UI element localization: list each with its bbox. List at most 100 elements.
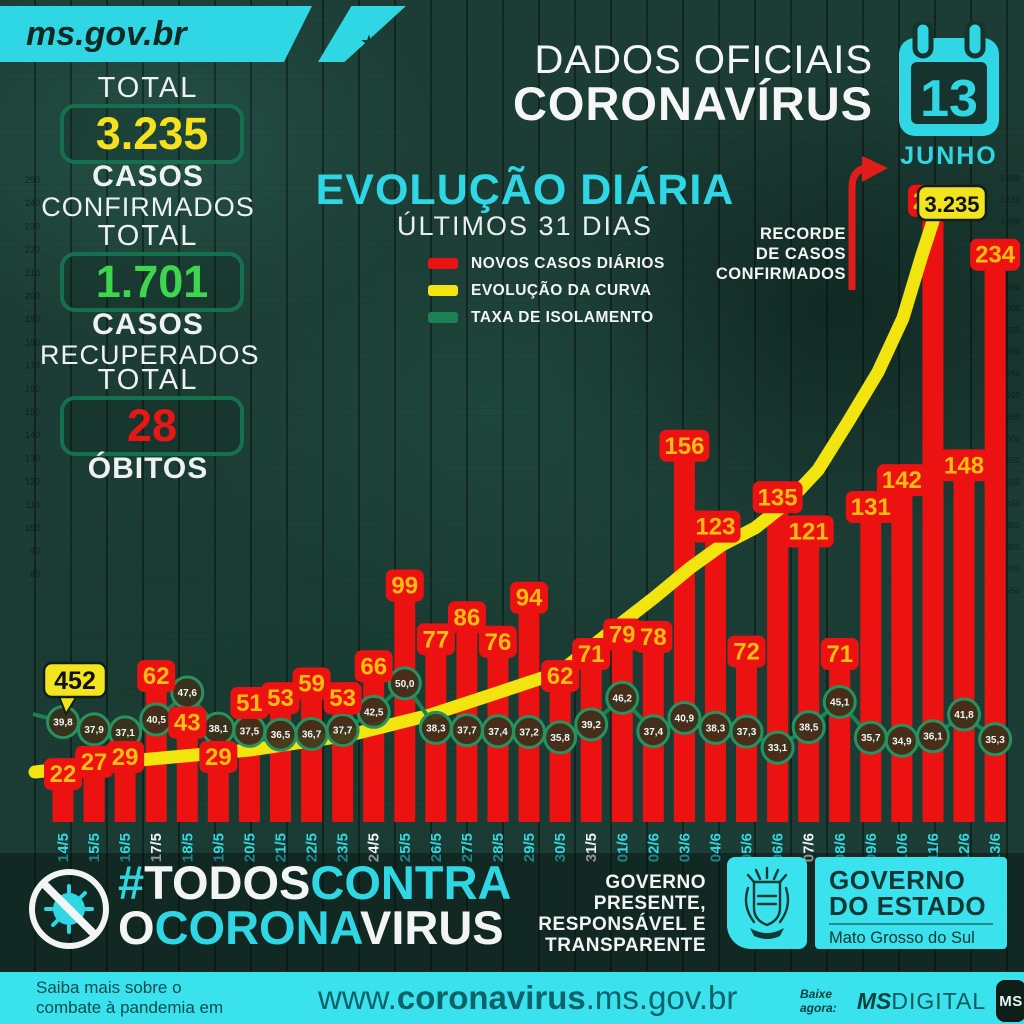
bar-label-box	[416, 623, 455, 656]
date-label-17/5: 17/5	[148, 833, 165, 862]
right-axis-tick: 2.500	[1000, 478, 1021, 487]
bar-label-box	[354, 650, 393, 683]
url-pre: www.	[318, 979, 397, 1016]
gov-motto-line: PRESENTE,	[593, 893, 706, 914]
msdigital-promo: Baixe agora: MS DIGITAL MS	[800, 980, 1024, 1022]
isolation-node-11/6	[915, 719, 950, 754]
record-arrow	[848, 164, 867, 290]
date-label-05/6: 05/6	[739, 833, 756, 862]
chart-subtitle: ÚLTIMOS 31 DIAS	[396, 211, 654, 241]
left-axis-tick: 90	[30, 546, 40, 556]
gov-motto-line: RESPONSÁVEL E	[538, 914, 706, 935]
date-label-22/5: 22/5	[304, 833, 321, 862]
right-axis-tick: 2.600	[1000, 434, 1021, 443]
bar-label-box	[385, 569, 424, 602]
date-label-13/6: 13/6	[987, 833, 1004, 862]
bar-04/6	[704, 520, 726, 822]
right-axis-tick: 2.550	[1000, 456, 1021, 465]
bar-18/5	[176, 716, 198, 822]
bar-label-box	[199, 740, 238, 773]
left-axis-tick: 190	[25, 314, 40, 324]
bar-label-box	[75, 745, 114, 778]
isolation-node-31/5	[574, 707, 609, 742]
isolation-value: 37,4	[488, 727, 508, 738]
right-axis-tick: 2.450	[1000, 500, 1021, 509]
bar-label-box	[752, 481, 803, 514]
left-axis-tick: 80	[30, 569, 40, 579]
hashtag-segment: CONTRA	[310, 856, 512, 909]
left-axis-tick: 200	[25, 291, 40, 301]
isolation-value: 45,1	[830, 698, 850, 709]
estado-line2: DO ESTADO	[829, 891, 987, 921]
bottom-bar: Saiba mais sobre o combate à pandemia em…	[0, 972, 1024, 1024]
bar-value: 79	[609, 621, 636, 648]
legend-chip	[428, 285, 458, 296]
left-axis-tick: 140	[25, 430, 40, 440]
bar-value: 156	[664, 433, 704, 460]
isolation-value: 35,7	[861, 733, 881, 744]
bar-label-box	[137, 660, 176, 693]
isolation-node-25/5	[387, 666, 422, 701]
right-axis-tick: 2.300	[1000, 565, 1021, 574]
stat-value-box: 3.235	[60, 104, 244, 164]
bar-label-box	[44, 758, 82, 791]
isolation-value: 37,5	[240, 726, 260, 737]
bar-value: 62	[143, 663, 170, 690]
isolation-value: 47,6	[178, 688, 198, 699]
calendar-month: JUNHO	[900, 142, 998, 170]
legend-row: EVOLUÇÃO DA CURVA	[428, 277, 665, 304]
bar-label-box	[845, 491, 896, 524]
left-axis-tick: 180	[25, 337, 40, 347]
coronavirus-url[interactable]: www.coronavirus.ms.gov.br	[318, 979, 737, 1017]
isolation-node-13/6	[978, 722, 1013, 757]
coat-of-arms-icon	[744, 866, 790, 939]
ms-gov-logo-text: ms.gov.br	[26, 14, 187, 53]
right-axis-tick: 2.250	[1000, 586, 1021, 595]
bar-label-box	[783, 515, 834, 548]
isolation-value: 41,8	[954, 710, 974, 721]
bar-label-box	[603, 618, 642, 651]
header-title-line2: CORONAVÍRUS	[512, 77, 873, 130]
bar-value: 131	[851, 494, 891, 521]
right-axis-tick: 2.950	[1000, 283, 1021, 292]
date-label-24/5: 24/5	[366, 833, 383, 862]
isolation-value: 37,3	[737, 727, 757, 738]
bar-label-box	[659, 429, 710, 462]
bar-label-box	[323, 682, 362, 715]
end-bubble-value: 3.235	[924, 192, 979, 217]
isolation-value: 38,3	[706, 723, 726, 734]
date-label-23/5: 23/5	[335, 833, 352, 862]
bar-label-box	[478, 625, 517, 658]
stat-text: TOTAL	[97, 72, 199, 104]
date-label-09/6: 09/6	[863, 833, 880, 862]
estado-line1: GOVERNO	[829, 865, 966, 895]
date-label-18/5: 18/5	[179, 833, 196, 862]
bar-label-box	[634, 620, 673, 653]
no-virus-icon	[29, 869, 109, 949]
government-motto: GOVERNO PRESENTE, RESPONSÁVEL E TRANSPARENT…	[430, 872, 706, 956]
bar-12/6	[953, 459, 975, 822]
right-axis-tick: 3.200	[1000, 174, 1021, 183]
date-label-03/6: 03/6	[676, 833, 693, 862]
date-label-15/5: 15/5	[86, 833, 103, 862]
bar-value: 123	[695, 514, 735, 541]
estado-line3: Mato Grosso do Sul	[829, 923, 993, 948]
right-axis-tick: 2.850	[1000, 326, 1021, 335]
legend-label: TAXA DE ISOLAMENTO	[471, 308, 654, 326]
bar-label-box	[939, 449, 990, 482]
bar-label-box	[230, 687, 269, 720]
isolation-node-23/5	[325, 713, 360, 748]
isolation-value: 36,5	[271, 730, 291, 741]
hashtag-segment: O	[118, 901, 155, 954]
stat-value-box: 28	[60, 396, 244, 456]
bar-value: 77	[422, 626, 449, 653]
msdigital-app-icon[interactable]: MS	[996, 980, 1024, 1022]
hashtag-segment: TODOS	[144, 856, 311, 909]
legend-label: NOVOS CASOS DIÁRIOS	[471, 254, 665, 272]
date-label-21/5: 21/5	[272, 833, 289, 862]
left-axis-tick: 110	[26, 500, 40, 510]
left-axis-tick: 130	[25, 453, 40, 463]
right-axis-tick: 2.750	[1000, 369, 1021, 378]
isolation-value: 35,3	[985, 735, 1005, 746]
